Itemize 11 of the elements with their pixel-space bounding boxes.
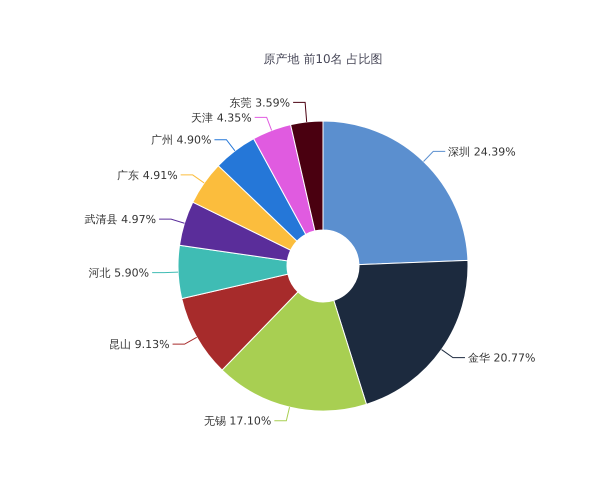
slice-label: 天津 4.35% — [191, 111, 252, 124]
slice-label: 广州 4.90% — [150, 134, 212, 147]
slice-label: 无锡 17.10% — [204, 414, 272, 428]
slice-label: 深圳 24.39% — [448, 145, 516, 158]
slice-label: 东莞 3.59% — [230, 96, 290, 110]
slice-label: 金华 20.77% — [468, 352, 536, 365]
chart-title: 原产地 前10名 占比图 — [264, 52, 382, 66]
slice-label: 广东 4.91% — [117, 168, 178, 182]
slice-label: 武清县 4.97% — [84, 213, 156, 226]
slice-label: 河北 5.90% — [88, 266, 150, 280]
slice-label: 昆山 9.13% — [109, 338, 170, 352]
